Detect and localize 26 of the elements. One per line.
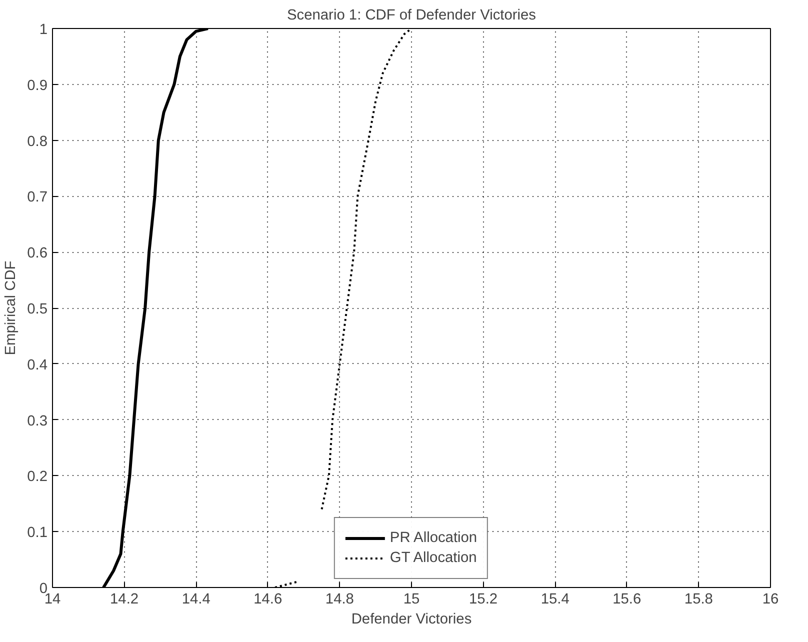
x-tick-label: 15.4 (540, 592, 570, 608)
legend-label: GT Allocation (390, 550, 477, 566)
y-tick-label: 0.2 (27, 469, 48, 486)
y-tick-label: 0.4 (27, 357, 48, 374)
x-tick-label: 14 (44, 592, 61, 608)
y-tick-label: 0.9 (27, 78, 48, 94)
x-tick-label: 14.2 (110, 592, 139, 608)
y-tick-label: 0.8 (27, 134, 48, 150)
y-tick-label: 0.5 (27, 302, 48, 318)
y-tick-label: 0.1 (27, 525, 48, 542)
y-tick-label: 0.7 (27, 190, 48, 206)
y-tick-label: 0.3 (27, 413, 48, 430)
x-tick-label: 16 (762, 592, 779, 608)
x-tick-label: 15.6 (612, 592, 642, 608)
x-tick-label: 15 (403, 592, 420, 608)
y-tick-label: 1 (39, 22, 48, 38)
x-tick-label: 14.4 (182, 592, 210, 608)
x-axis-title: Defender Victories (351, 612, 472, 628)
chart-title: Scenario 1: CDF of Defender Victories (287, 8, 536, 24)
x-tick-label: 14.6 (254, 592, 282, 608)
y-tick-label: 0.6 (27, 246, 48, 262)
x-tick-label: 15.2 (469, 592, 498, 608)
x-tick-label: 15.8 (684, 592, 713, 608)
x-tick-label: 14.8 (325, 592, 354, 608)
y-axis-title: Empirical CDF (3, 260, 20, 356)
legend-label: PR Allocation (390, 530, 478, 546)
